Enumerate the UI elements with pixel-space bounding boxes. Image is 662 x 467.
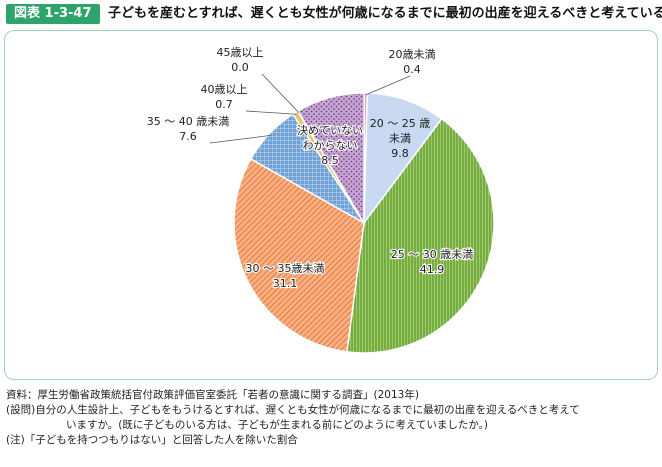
leader-line-5 (209, 134, 271, 144)
source-text: 厚生労働省政策統括官付政策評価官室委託「若者の意識に関する調査」(2013年) (37, 389, 419, 401)
notes: 資料： 厚生労働省政策統括官付政策評価官室委託「若者の意識に関する調査」(201… (6, 388, 656, 448)
pie-slice-2 (363, 92, 443, 226)
value-label-3: 41.9 (420, 263, 445, 276)
pie-slice-8 (297, 92, 366, 226)
leader-line-7 (261, 73, 300, 114)
value-label-4: 31.1 (273, 277, 298, 290)
slice-label-3: 25 ～ 30 歳未満 (391, 248, 473, 261)
pie-slice-4 (233, 157, 365, 353)
value-label-1: 0.4 (403, 63, 421, 76)
slice-label-8: わからない (303, 139, 358, 152)
slice-label-4: 30 ～ 35歳未満 (246, 262, 325, 275)
slice-label-6: 40歳以上 (201, 83, 248, 96)
source-note: 資料： 厚生労働省政策統括官付政策評価官室委託「若者の意識に関する調査」(201… (6, 388, 656, 403)
question-note: (設問) 自分の人生設計上、子どもをもうけるとすれば、遅くとも女性が何歳になるま… (6, 403, 656, 418)
question-text-2: いますか。(既に子どものいる方は、子どもが生まれる前にどのように考えていましたか… (66, 419, 488, 431)
slice-label-1: 20歳未満 (389, 48, 436, 61)
value-label-2: 9.8 (391, 147, 409, 160)
slice-label-2: 20 ～ 25 歳 (370, 117, 430, 130)
value-label-7: 0.0 (231, 61, 249, 74)
value-label-5: 7.6 (179, 130, 197, 143)
footnote-key: (注) (6, 434, 25, 446)
pie-slice-3 (346, 117, 495, 354)
value-label-6: 0.7 (215, 98, 233, 111)
leader-line-6 (245, 110, 297, 115)
source-key: 資料： (6, 389, 38, 401)
footnote-text: 「子どもを持つつもりはない」と回答した人を除いた割合 (24, 434, 298, 446)
footnote: (注) 「子どもを持つつもりはない」と回答した人を除いた割合 (6, 433, 656, 448)
figure-title: 子どもを産むとすれば、遅くとも女性が何歳になるまでに最初の出産を迎えるべきと考え… (108, 6, 662, 21)
leader-line-1 (365, 75, 411, 96)
value-label-8: 8.5 (321, 154, 339, 167)
question-text-1: 自分の人生設計上、子どもをもうけるとすれば、遅くとも女性が何歳になるまでに最初の… (35, 404, 580, 416)
question-note-cont: いますか。(既に子どものいる方は、子どもが生まれる前にどのように考えていましたか… (6, 418, 656, 433)
slice-label-2: 未満 (389, 132, 411, 145)
slice-label-7: 45歳以上 (217, 46, 264, 59)
figure-header: 図表 1-3-47 子どもを産むとすれば、遅くとも女性が何歳になるまでに最初の出… (0, 0, 662, 28)
figure-number-badge: 図表 1-3-47 (6, 4, 100, 24)
slice-label-5: 35 ～ 40 歳未満 (147, 115, 229, 128)
question-key: (設問) (6, 404, 36, 416)
slice-label-8: 決めていない (297, 124, 363, 137)
